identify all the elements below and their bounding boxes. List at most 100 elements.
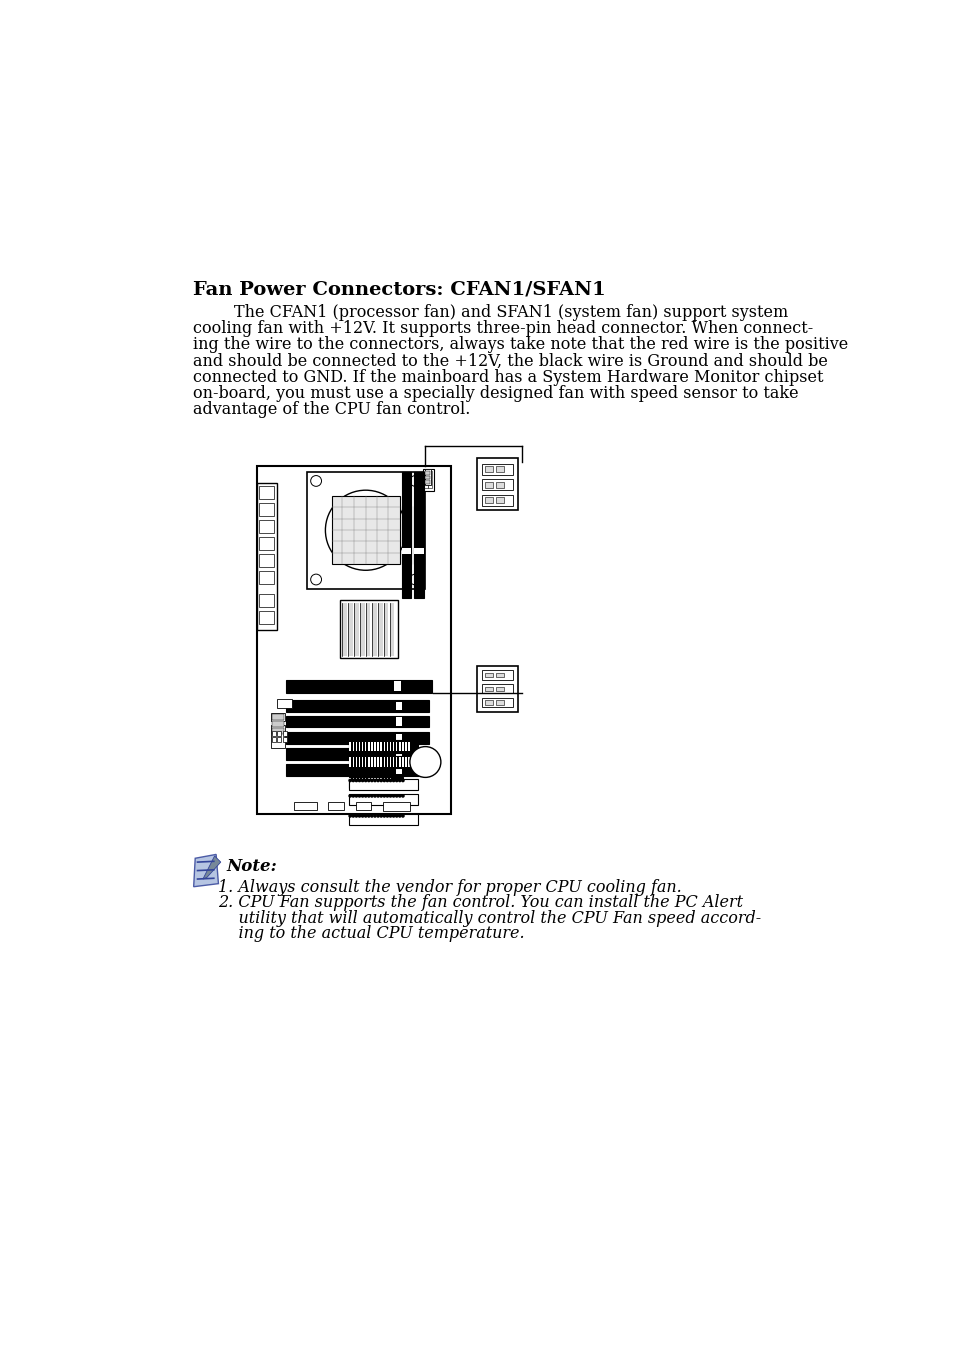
Bar [414, 514, 423, 521]
Bar [398, 757, 400, 767]
Bar [368, 779, 369, 787]
Bar [408, 757, 410, 767]
Bar [258, 503, 274, 516]
Circle shape [364, 779, 367, 781]
Text: advantage of the CPU fan control.: advantage of the CPU fan control. [193, 401, 470, 418]
Bar [286, 764, 429, 776]
Bar [402, 742, 403, 752]
Bar [377, 603, 382, 656]
Bar [425, 480, 430, 484]
Circle shape [371, 779, 373, 781]
Bar [377, 757, 378, 767]
Circle shape [401, 815, 404, 816]
Bar [365, 757, 366, 767]
Circle shape [379, 795, 382, 798]
Bar [390, 779, 391, 787]
Bar [258, 572, 274, 584]
Bar [286, 748, 429, 760]
Text: on-board, you must use a specially designed fan with speed sensor to take: on-board, you must use a specially desig… [193, 385, 798, 402]
Bar [496, 686, 503, 691]
Bar [395, 749, 402, 759]
Circle shape [358, 795, 360, 798]
Bar [402, 514, 410, 521]
Circle shape [389, 795, 392, 798]
Bar [272, 728, 284, 733]
Circle shape [395, 779, 397, 781]
Bar [272, 737, 275, 742]
Bar [272, 721, 284, 726]
Bar [383, 603, 388, 656]
Text: ing to the actual CPU temperature.: ing to the actual CPU temperature. [218, 925, 524, 943]
Bar [423, 480, 427, 488]
Circle shape [367, 779, 370, 781]
Bar [496, 467, 503, 472]
Bar [428, 471, 432, 479]
Bar [361, 742, 363, 752]
Bar [282, 732, 286, 736]
Bar [395, 765, 402, 775]
Bar [257, 465, 451, 814]
Bar [402, 506, 410, 599]
Circle shape [395, 815, 397, 816]
Bar [398, 742, 400, 752]
Circle shape [352, 815, 355, 816]
Bar [360, 603, 365, 656]
Circle shape [361, 815, 363, 816]
Circle shape [311, 574, 321, 585]
Bar [496, 701, 503, 705]
Circle shape [379, 815, 382, 816]
Bar [377, 779, 378, 787]
Bar [282, 737, 286, 742]
Bar [271, 713, 285, 721]
Text: and should be connected to the +12V, the black wire is Ground and should be: and should be connected to the +12V, the… [193, 352, 827, 370]
Bar [361, 757, 363, 767]
Bar [349, 779, 351, 787]
Bar [286, 716, 429, 728]
Circle shape [398, 795, 400, 798]
Circle shape [398, 779, 400, 781]
Text: ing the wire to the connectors, always take note that the red wire is the positi: ing the wire to the connectors, always t… [193, 336, 847, 354]
Circle shape [371, 815, 373, 816]
Bar [481, 685, 513, 694]
Bar [358, 779, 360, 787]
Circle shape [361, 779, 363, 781]
Circle shape [364, 795, 367, 798]
Bar [276, 699, 292, 707]
Bar [481, 670, 513, 679]
Bar [258, 594, 274, 607]
Bar [286, 679, 431, 693]
Circle shape [410, 574, 420, 585]
Bar [328, 802, 344, 810]
Bar [393, 742, 394, 752]
Bar [476, 666, 517, 712]
Bar [424, 469, 431, 484]
Circle shape [355, 779, 357, 781]
Bar [386, 757, 388, 767]
Bar [414, 547, 423, 554]
Circle shape [361, 795, 363, 798]
Polygon shape [193, 854, 218, 886]
Circle shape [379, 779, 382, 781]
Bar [414, 472, 423, 564]
Bar [390, 603, 394, 656]
Bar [395, 702, 402, 710]
Circle shape [325, 490, 406, 570]
Bar [476, 457, 517, 510]
Circle shape [410, 746, 440, 777]
Bar [481, 698, 513, 707]
Bar [405, 742, 406, 752]
Bar [374, 742, 375, 752]
Bar [395, 717, 402, 726]
Bar [425, 476, 430, 479]
Bar [496, 498, 503, 503]
Bar [348, 814, 418, 824]
Bar [361, 779, 363, 787]
Bar [377, 742, 378, 752]
Bar [355, 802, 371, 810]
Circle shape [401, 779, 404, 781]
Text: cooling fan with +12V. It supports three-pin head connector. When connect-: cooling fan with +12V. It supports three… [193, 320, 812, 338]
Bar [365, 742, 366, 752]
Bar [277, 732, 281, 736]
Bar [382, 802, 410, 811]
Bar [353, 779, 354, 787]
